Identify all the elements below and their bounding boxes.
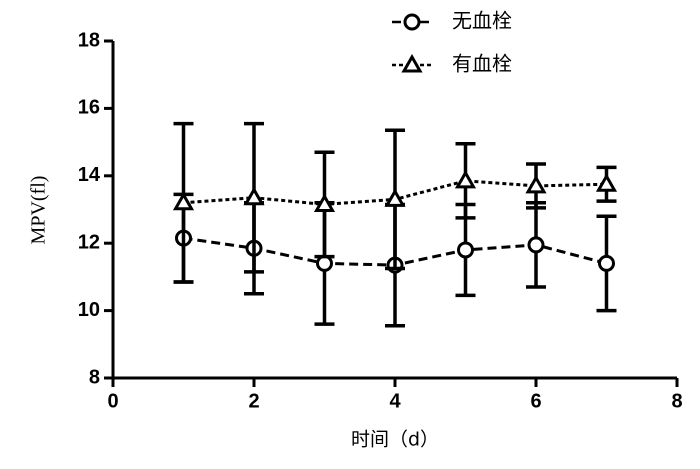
point	[243, 186, 265, 206]
y-tick-label: 12	[78, 231, 100, 253]
point	[313, 193, 336, 212]
x-tick-label: 8	[671, 390, 682, 412]
x-tick-label: 0	[107, 390, 118, 412]
y-tick-label: 10	[78, 299, 100, 321]
x-tick-label: 6	[530, 390, 541, 412]
x-axis-title: 时间（d）	[351, 429, 439, 451]
point	[598, 254, 615, 272]
legend-marker	[403, 13, 421, 31]
point	[454, 169, 477, 189]
x-tick-label: 4	[389, 390, 401, 412]
point	[384, 188, 406, 207]
point	[595, 173, 618, 192]
point	[172, 191, 195, 211]
legend-label: 有血栓	[452, 52, 512, 76]
point	[457, 241, 474, 259]
y-tick-label: 14	[78, 164, 101, 186]
legend-marker	[401, 53, 423, 73]
x-tick-label: 2	[248, 390, 259, 412]
legend-label: 无血栓	[452, 9, 512, 33]
y-tick-label: 16	[78, 97, 100, 119]
point	[525, 174, 547, 194]
point	[527, 236, 545, 254]
y-tick-label: 8	[89, 366, 100, 388]
point	[316, 254, 333, 272]
y-tick-label: 18	[78, 29, 100, 51]
y-axis-title: MPV(fl)	[28, 176, 50, 245]
